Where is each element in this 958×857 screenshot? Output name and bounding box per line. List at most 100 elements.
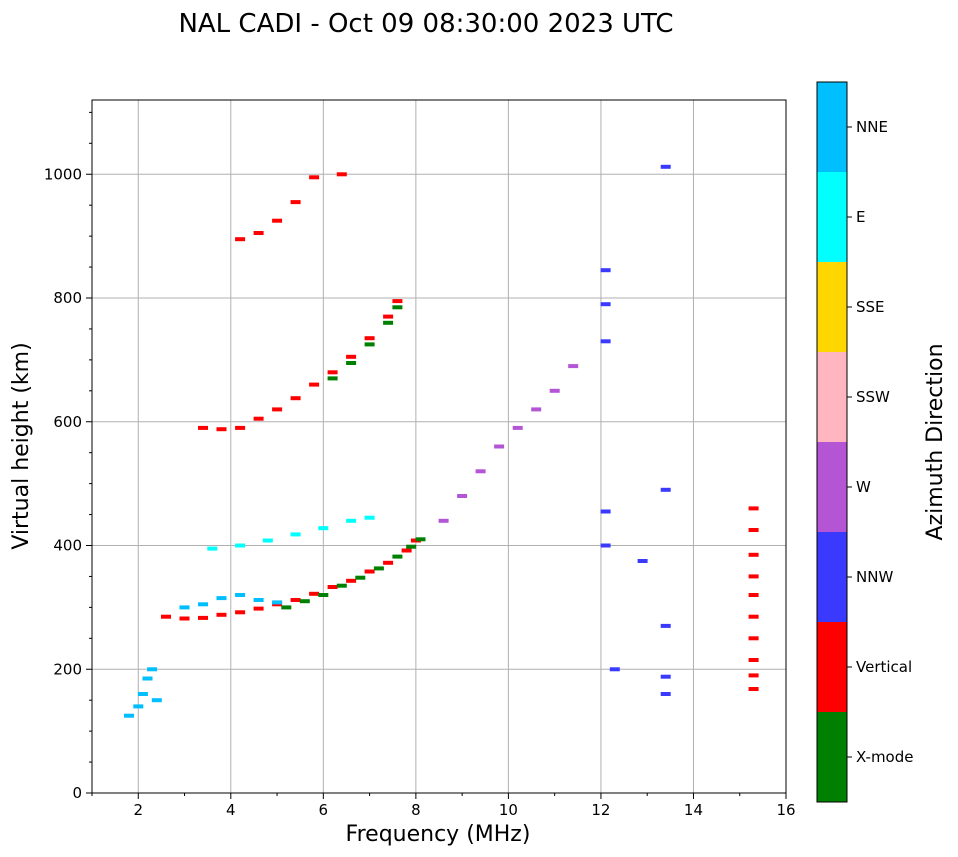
echo-point [494, 444, 505, 449]
trace-series [198, 299, 403, 432]
plot-area [92, 100, 786, 793]
echo-point [383, 314, 394, 319]
echo-point [401, 548, 412, 553]
echo-point [346, 518, 357, 523]
echo-point [457, 494, 468, 498]
echo-point [660, 164, 671, 169]
echo-point [336, 583, 347, 588]
y-tick-label: 400 [53, 537, 82, 555]
colorbar-segment [817, 532, 847, 622]
echo-point [309, 591, 320, 596]
colorbar-label: NNE [856, 118, 888, 136]
echo-point [318, 593, 329, 597]
echo-point [272, 407, 283, 412]
trace-series [600, 164, 671, 696]
colorbar-label: Vertical [856, 658, 912, 676]
trace-series [327, 305, 403, 381]
y-tick-label: 0 [72, 784, 82, 802]
axes: 2 4 6 8 10 12 14 16 0 200 400 600 800 1000 [44, 99, 796, 819]
echo-point [137, 692, 148, 696]
echo-point [383, 560, 394, 565]
trace-series [207, 515, 375, 551]
echo-point [415, 537, 426, 542]
y-tick-label: 200 [53, 660, 82, 678]
echo-point [124, 713, 134, 718]
echo-point [198, 602, 208, 607]
echo-point [748, 552, 759, 557]
colorbar-segment [817, 442, 847, 532]
echo-point [235, 593, 246, 597]
colorbar-label: E [856, 208, 865, 226]
echo-point [748, 687, 759, 691]
echo-point [147, 667, 158, 672]
x-axis-label: Frequency (MHz) [346, 822, 531, 847]
trace-series [748, 506, 759, 691]
colorbar-label: X-mode [856, 748, 913, 766]
echo-point [748, 673, 759, 678]
echo-point [346, 361, 357, 365]
trace-series [179, 593, 283, 610]
echo-point [198, 615, 208, 620]
plot-frame [91, 99, 787, 794]
trace-series [281, 537, 426, 610]
echo-point [748, 593, 759, 597]
x-tick-label: 8 [411, 801, 421, 819]
echo-point [198, 425, 208, 430]
colorbar-frame [816, 81, 848, 803]
echo-point [392, 554, 403, 559]
echo-point [600, 543, 611, 548]
trace-series [438, 364, 579, 523]
echo-point [235, 610, 246, 615]
echo-point [438, 518, 449, 523]
echo-point [748, 574, 759, 579]
x-tick-label: 16 [776, 801, 795, 819]
colorbar-segment [817, 352, 847, 442]
echo-point [327, 370, 338, 375]
echo-point [142, 676, 153, 681]
echo-point [327, 376, 338, 381]
echo-point [253, 231, 264, 235]
y-tick-label: 800 [53, 289, 82, 307]
echo-point [161, 614, 171, 619]
echo-point [179, 605, 190, 610]
echo-point [133, 704, 144, 709]
echo-point [235, 425, 246, 430]
trace-series [235, 172, 347, 242]
echo-point [253, 606, 264, 611]
echo-point [309, 382, 320, 387]
colorbar-segment [817, 712, 847, 802]
echo-point [475, 469, 486, 474]
echo-point [406, 544, 417, 549]
echo-point [600, 302, 611, 307]
echo-point [272, 600, 283, 605]
echo-point [216, 427, 227, 432]
x-tick-label: 14 [684, 801, 703, 819]
echo-point [253, 598, 264, 602]
echo-point [235, 543, 246, 548]
echo-point [531, 407, 542, 412]
echo-point [364, 342, 375, 347]
chart-title: NAL CADI - Oct 09 08:30:00 2023 UTC [178, 9, 673, 39]
echo-point [336, 172, 347, 177]
colorbar-title: Azimuth Direction [923, 343, 948, 540]
colorbar-segment [817, 172, 847, 262]
x-tick-label: 4 [226, 801, 236, 819]
trace-series [124, 667, 162, 718]
echo-point [216, 596, 227, 601]
echo-point [355, 575, 366, 580]
echo-point [512, 425, 523, 430]
colorbar-segment [817, 622, 847, 712]
echo-point [364, 336, 375, 341]
colorbar-label: SSW [856, 388, 890, 406]
echo-point [290, 532, 301, 537]
echo-point [748, 506, 759, 511]
echo-point [272, 218, 283, 223]
echo-point [207, 546, 218, 551]
echo-point [309, 175, 320, 180]
echo-point [290, 598, 301, 602]
echo-point [568, 364, 579, 369]
echo-point [346, 354, 357, 359]
echo-point [660, 674, 671, 679]
echo-point [748, 636, 759, 641]
